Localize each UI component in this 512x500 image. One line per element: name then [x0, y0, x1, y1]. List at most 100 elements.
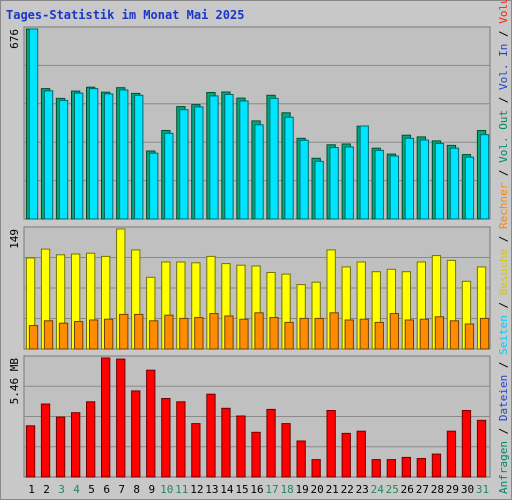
x-tick-label-day-28: 28: [431, 483, 444, 496]
bar-seiten-day-10: [164, 132, 174, 220]
x-tick-label-day-25: 25: [386, 483, 399, 496]
x-tick-label-day-22: 22: [341, 483, 354, 496]
x-tick-label-day-3: 3: [58, 483, 65, 496]
bar-seiten-day-31: [479, 134, 490, 220]
x-tick-label-day-8: 8: [133, 483, 140, 496]
bar-seiten-day-29: [449, 147, 460, 220]
bar-volumen-day-8: [131, 390, 141, 478]
x-tick-label-day-5: 5: [88, 483, 95, 496]
bar-volumen-day-21: [326, 410, 336, 478]
bar-rechner-day-20: [314, 317, 324, 350]
bar-seiten-day-16: [254, 124, 264, 220]
bar-seiten-day-24: [374, 149, 384, 220]
x-tick-label-day-24: 24: [371, 483, 385, 496]
x-axis: 1 2 3 4 5 6 7 8 9 10 11 12 13 14 15 16 17 18 19 20 21 22 23 24 2…: [28, 483, 489, 496]
bar-seiten-day-12: [194, 106, 204, 220]
bar-volumen-day-6: [101, 357, 111, 478]
panel-middle: 149: [8, 226, 491, 350]
bar-rechner-day-25: [389, 313, 400, 350]
bar-rechner-day-22: [344, 319, 354, 350]
bar-volumen-day-10: [161, 398, 171, 478]
bar-rechner-day-17: [269, 317, 279, 350]
bar-rechner-day-24: [374, 321, 384, 350]
bar-seiten-day-13: [209, 95, 219, 220]
bar-volumen-day-20: [311, 459, 321, 478]
bar-rechner-day-4: [74, 321, 84, 350]
bar-rechner-day-27: [419, 318, 430, 350]
bar-seiten-day-2: [43, 90, 54, 220]
bar-seiten-day-25: [389, 155, 400, 220]
x-tick-label-day-16: 16: [250, 483, 263, 496]
bar-seiten-day-23: [359, 125, 369, 220]
bar-seiten-day-11: [179, 109, 189, 220]
legend-item-rechner: Rechner: [497, 182, 510, 229]
x-tick-label-day-23: 23: [356, 483, 369, 496]
bar-volumen-day-3: [55, 416, 66, 478]
x-tick-label-day-29: 29: [446, 483, 459, 496]
bar-rechner-day-14: [224, 315, 234, 350]
legend-item-dateien: Dateien: [497, 375, 510, 421]
bar-volumen-day-27: [416, 458, 427, 478]
bar-rechner-day-16: [254, 312, 264, 350]
bar-rechner-day-10: [164, 314, 174, 350]
x-tick-label-day-1: 1: [28, 483, 35, 496]
x-tick-label-day-12: 12: [190, 483, 203, 496]
bar-seiten-day-14: [224, 94, 234, 220]
bar-seiten-day-9: [149, 152, 159, 220]
bar-rechner-day-23: [359, 318, 369, 350]
bar-rechner-day-12: [194, 317, 204, 350]
legend-separator: /: [497, 421, 510, 441]
panel-top: 676: [8, 26, 491, 220]
y-max-label-middle: 149: [8, 229, 21, 249]
x-tick-label-day-10: 10: [160, 483, 173, 496]
bar-volumen-day-19: [296, 440, 306, 478]
bar-volumen-day-23: [356, 430, 366, 478]
x-tick-label-day-26: 26: [401, 483, 414, 496]
x-tick-label-day-21: 21: [326, 483, 339, 496]
x-tick-label-day-30: 30: [461, 483, 474, 496]
bar-rechner-day-15: [239, 318, 249, 350]
legend-item-volumen: Volumen: [497, 0, 510, 24]
bar-seiten-day-27: [419, 139, 430, 220]
x-tick-label-day-18: 18: [280, 483, 293, 496]
bar-volumen-day-15: [236, 415, 246, 478]
bar-volumen-day-17: [266, 408, 276, 478]
bar-seiten-day-19: [299, 139, 309, 220]
legend-item-anfragen: Anfragen: [497, 441, 510, 494]
bar-volumen-day-25: [386, 459, 397, 478]
y-max-label-bottom: 5.46 MB: [8, 358, 21, 405]
bar-volumen-day-22: [341, 432, 351, 478]
bar-volumen-day-2: [40, 403, 51, 478]
bar-volumen-day-12: [191, 423, 201, 478]
bar-rechner-day-21: [329, 312, 339, 350]
bar-rechner-day-6: [104, 318, 114, 350]
bar-rechner-day-9: [149, 320, 159, 350]
x-tick-label-day-2: 2: [43, 483, 50, 496]
x-tick-label-day-11: 11: [175, 483, 188, 496]
bar-seiten-day-20: [314, 160, 324, 220]
bar-rechner-day-8: [134, 313, 144, 350]
bar-seiten-day-21: [329, 147, 339, 220]
legend-separator: /: [497, 355, 510, 375]
x-tick-label-day-9: 9: [148, 483, 155, 496]
bar-volumen-day-14: [221, 407, 231, 478]
x-tick-label-day-17: 17: [265, 483, 278, 496]
bar-volumen-day-26: [401, 456, 412, 478]
bar-seiten-day-22: [344, 146, 354, 220]
bar-seiten-day-4: [74, 92, 84, 220]
x-tick-label-day-20: 20: [310, 483, 323, 496]
x-tick-label-day-27: 27: [416, 483, 429, 496]
x-tick-label-day-4: 4: [73, 483, 80, 496]
right-legend: Anfragen / Dateien / Seiten / Besuche / …: [497, 0, 510, 494]
bar-volumen-day-18: [281, 423, 291, 478]
bar-rechner-day-26: [404, 319, 415, 350]
bar-seiten-day-28: [434, 142, 445, 220]
x-tick-label-day-14: 14: [220, 483, 234, 496]
bar-seiten-day-30: [464, 156, 475, 220]
bar-volumen-day-1: [25, 425, 36, 478]
bar-rechner-day-11: [179, 317, 189, 350]
bar-volumen-day-29: [446, 430, 457, 478]
x-tick-label-day-7: 7: [118, 483, 125, 496]
bar-volumen-day-28: [431, 453, 442, 478]
